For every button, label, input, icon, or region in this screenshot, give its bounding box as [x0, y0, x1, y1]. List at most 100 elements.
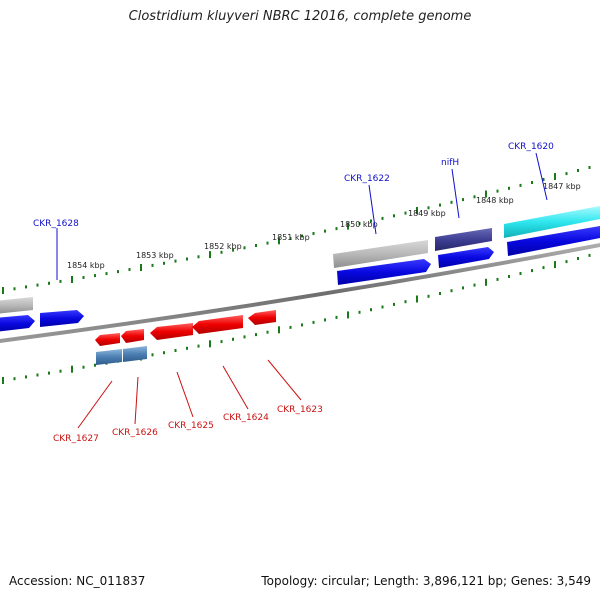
minor-tick — [577, 169, 579, 172]
gene-block[interactable] — [435, 228, 492, 251]
minor-tick — [82, 276, 85, 279]
gene-label-ckr-1620[interactable]: CKR_1620 — [508, 142, 554, 152]
gene-block[interactable] — [96, 349, 122, 365]
minor-tick — [94, 363, 96, 367]
minor-tick — [462, 286, 464, 290]
minor-tick — [82, 365, 85, 369]
minor-tick — [450, 289, 453, 293]
minor-tick — [473, 283, 476, 287]
minor-tick — [243, 335, 246, 339]
accession-label: Accession: NC_011837 — [9, 574, 146, 588]
minor-tick — [232, 337, 234, 341]
minor-tick — [542, 178, 545, 181]
reverse-gene-labels: CKR_1627 CKR_1626 CKR_1625 CKR_1624 CKR_… — [53, 359, 323, 444]
minor-tick — [381, 216, 384, 220]
minor-tick — [94, 274, 96, 278]
minor-tick — [13, 287, 16, 291]
minor-tick — [243, 246, 246, 250]
gene-arrow-reverse[interactable] — [150, 323, 193, 340]
minor-tick — [565, 172, 568, 176]
minor-tick — [450, 200, 453, 204]
minor-tick — [324, 229, 326, 233]
gene-arrow-forward[interactable] — [438, 247, 494, 268]
genome-backbone — [0, 243, 600, 343]
gene-label-ckr-1624[interactable]: CKR_1624 — [223, 413, 269, 423]
scale-label: 1851 kbp — [272, 233, 310, 242]
scale-label: 1848 kbp — [476, 196, 514, 205]
genome-summary: Topology: circular; Length: 3,896,121 bp… — [261, 574, 591, 588]
gene-label-ckr-1622[interactable]: CKR_1622 — [344, 174, 390, 184]
minor-tick — [128, 268, 131, 271]
minor-tick — [335, 227, 338, 231]
outer-tick-track — [2, 166, 591, 294]
minor-tick — [117, 270, 119, 274]
gene-arrow-reverse[interactable] — [248, 310, 276, 325]
scale-label: 1853 kbp — [136, 251, 174, 260]
gene-arrow-reverse[interactable] — [95, 333, 120, 346]
major-tick — [485, 278, 487, 286]
gene-block[interactable] — [333, 240, 428, 268]
minor-tick — [163, 261, 165, 265]
minor-tick — [105, 272, 108, 276]
gene-arrow-reverse[interactable] — [121, 329, 144, 343]
minor-tick — [404, 300, 407, 304]
minor-tick — [151, 353, 154, 357]
minor-tick — [197, 344, 200, 348]
minor-tick — [370, 219, 372, 223]
major-tick — [278, 326, 280, 334]
minor-tick — [289, 236, 292, 240]
gene-block[interactable] — [0, 297, 33, 314]
minor-tick — [48, 281, 50, 285]
minor-tick — [496, 277, 499, 281]
gene-block[interactable] — [123, 346, 147, 362]
minor-tick — [508, 275, 510, 278]
minor-tick — [462, 198, 464, 202]
minor-tick — [508, 186, 510, 190]
forward-strand-genes — [0, 226, 600, 332]
minor-tick — [48, 371, 50, 375]
minor-tick — [404, 211, 407, 215]
minor-tick — [519, 183, 522, 187]
minor-tick — [381, 305, 384, 309]
minor-tick — [13, 377, 16, 381]
minor-tick — [301, 234, 303, 238]
minor-tick — [266, 330, 269, 334]
reverse-strand-genes — [95, 310, 276, 346]
gene-label-ckr-1628[interactable]: CKR_1628 — [33, 219, 79, 229]
minor-tick — [588, 166, 591, 169]
gene-label-ckr-1625[interactable]: CKR_1625 — [168, 421, 214, 431]
minor-tick — [335, 315, 338, 319]
minor-tick — [542, 266, 545, 270]
gene-arrow-forward[interactable] — [40, 310, 84, 327]
gene-arrow-forward[interactable] — [0, 315, 35, 332]
gene-label-ckr-1623[interactable]: CKR_1623 — [277, 405, 323, 415]
gene-block[interactable] — [504, 206, 600, 238]
gene-arrow-forward[interactable] — [337, 259, 431, 285]
minor-tick — [25, 285, 27, 289]
minor-tick — [393, 214, 395, 218]
gene-arrow-reverse[interactable] — [192, 315, 243, 334]
major-tick — [347, 311, 349, 319]
minor-tick — [312, 320, 315, 324]
scale-label: 1847 kbp — [543, 182, 581, 191]
minor-tick — [301, 323, 303, 327]
major-tick — [485, 190, 487, 198]
scale-label: 1849 kbp — [408, 209, 446, 218]
major-tick — [71, 276, 73, 283]
minor-tick — [220, 340, 223, 344]
minor-tick — [59, 369, 62, 373]
major-tick — [554, 173, 556, 180]
major-tick — [416, 207, 418, 214]
minor-tick — [312, 232, 315, 235]
minor-tick — [427, 294, 430, 298]
gene-label-ckr-1626[interactable]: CKR_1626 — [112, 428, 158, 438]
major-tick — [2, 287, 4, 294]
scale-labels: 1854 kbp 1853 kbp 1852 kbp 1851 kbp 1850… — [67, 182, 581, 270]
gene-label-ckr-1627[interactable]: CKR_1627 — [53, 434, 99, 444]
gene-label-nifh[interactable]: nifH — [441, 158, 459, 168]
major-tick — [2, 377, 4, 384]
minor-tick — [255, 333, 257, 337]
gene-arrow-forward[interactable] — [507, 226, 600, 256]
